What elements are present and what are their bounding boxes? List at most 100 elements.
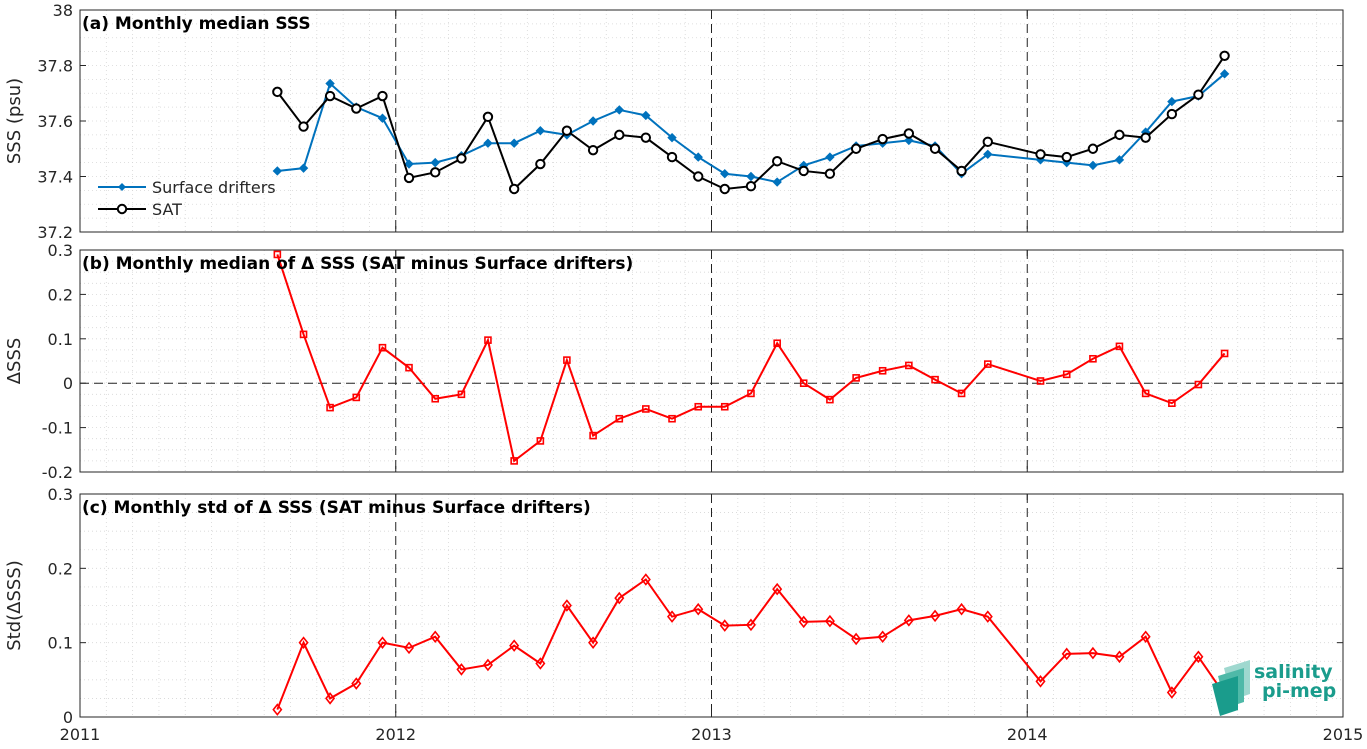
data-point-drifter — [614, 105, 625, 115]
y-axis-label: ΔSSS — [4, 338, 25, 385]
x-tick-label: 2011 — [60, 725, 101, 744]
legend-marker-drifter — [118, 183, 126, 191]
data-point-sat — [850, 143, 862, 154]
y-tick-label: 37.8 — [37, 57, 73, 76]
data-point-sat — [403, 172, 415, 184]
data-point-std — [272, 703, 283, 716]
data-point-dsss — [352, 393, 361, 402]
y-tick-label: -0.2 — [42, 463, 73, 482]
text-layer: 37.2 37.4 37.6 37.8 38 (a) Monthly median SSS… — [4, 1, 1363, 744]
data-point-dsss — [589, 431, 597, 440]
data-point-dsss — [773, 339, 781, 348]
data-point-std — [1140, 630, 1151, 644]
data-point-dsss — [273, 250, 282, 259]
data-point-dsss — [720, 402, 729, 411]
data-point-std — [693, 602, 704, 616]
data-point-drifter — [904, 135, 914, 146]
data-point-sat — [1140, 132, 1151, 143]
data-point-sat — [877, 133, 888, 145]
data-point-std — [535, 657, 546, 670]
y-tick-label: 0.1 — [48, 634, 73, 653]
logo-wave-front — [1212, 676, 1238, 716]
data-point-sat — [666, 151, 678, 163]
data-point-dsss — [536, 437, 545, 445]
data-point-sat — [1087, 143, 1099, 154]
data-point-sat — [824, 168, 836, 179]
y-tick-label: 0.1 — [48, 330, 73, 349]
data-point-dsss — [931, 375, 939, 384]
data-point-std — [745, 618, 756, 632]
data-point-dsss — [563, 356, 571, 364]
y-tick-label: 0.3 — [48, 485, 73, 504]
data-point-dsss — [405, 363, 413, 372]
data-point-sat — [771, 156, 783, 167]
data-point-drifter — [720, 169, 730, 179]
data-point-dsss — [1115, 342, 1124, 351]
data-point-sat — [693, 171, 704, 182]
data-point-sat — [1166, 108, 1178, 120]
data-point-std — [1061, 647, 1072, 661]
data-point-sat — [298, 121, 309, 132]
data-point-dsss — [694, 402, 703, 411]
data-point-drifter — [509, 138, 519, 148]
data-point-drifter — [535, 126, 546, 136]
data-point-drifter — [1114, 155, 1125, 165]
grid-layer — [80, 10, 1343, 717]
data-point-drifter — [404, 159, 414, 169]
data-point-sat — [1061, 151, 1072, 163]
axes-layer — [79, 9, 1344, 718]
data-point-dsss — [1220, 349, 1229, 358]
y-tick-label: 38 — [53, 1, 73, 20]
data-point-dsss — [1194, 380, 1203, 389]
data-point-sat — [1219, 50, 1230, 61]
data-point-sat — [1114, 129, 1125, 141]
data-point-std — [956, 602, 967, 616]
data-point-dsss — [378, 343, 387, 352]
data-point-drifter — [588, 116, 598, 126]
data-point-std — [903, 614, 914, 627]
y-tick-label: 37.2 — [37, 223, 73, 242]
y-tick-label: 0 — [63, 708, 73, 727]
data-point-dsss — [747, 389, 755, 398]
data-point-dsss — [1089, 354, 1097, 363]
data-point-std — [1087, 646, 1098, 660]
data-point-sat — [535, 158, 546, 170]
data-point-std — [982, 610, 993, 623]
data-point-dsss — [1168, 399, 1176, 407]
legend-label: Surface drifters — [152, 178, 276, 197]
data-point-drifter — [272, 166, 283, 176]
data-layer — [272, 50, 1230, 716]
data-point-sat — [982, 136, 993, 148]
logo-line1: salinity — [1254, 661, 1333, 683]
data-point-std — [456, 663, 467, 676]
data-point-std — [430, 630, 441, 644]
data-point-sat — [561, 125, 573, 136]
legend-marker-sat — [116, 203, 128, 215]
data-point-sat — [640, 132, 652, 143]
data-point-dsss — [326, 403, 334, 412]
data-point-sat — [614, 129, 625, 141]
data-point-sat — [1035, 149, 1046, 160]
y-tick-label: 0.3 — [48, 241, 73, 260]
x-tick-label: 2014 — [1007, 725, 1048, 744]
data-point-drifter — [772, 177, 782, 187]
data-point-drifter — [1167, 96, 1177, 107]
data-point-dsss — [957, 389, 966, 398]
data-point-std — [667, 610, 678, 623]
series-line-0-1 — [276, 55, 1226, 191]
data-point-dsss — [1141, 389, 1150, 398]
data-point-drifter — [825, 152, 835, 162]
data-point-drifter — [641, 110, 651, 121]
data-point-std — [403, 641, 415, 655]
data-point-std — [1114, 650, 1125, 664]
data-point-std — [851, 632, 862, 646]
data-point-sat — [956, 165, 967, 177]
data-point-sat — [719, 183, 730, 195]
data-point-dsss — [431, 394, 440, 403]
data-point-sat — [587, 144, 599, 156]
data-point-dsss — [299, 330, 308, 339]
x-tick-label: 2013 — [691, 725, 732, 744]
panel-title: (a) Monthly median SSS — [82, 14, 311, 34]
data-point-dsss — [983, 360, 992, 368]
